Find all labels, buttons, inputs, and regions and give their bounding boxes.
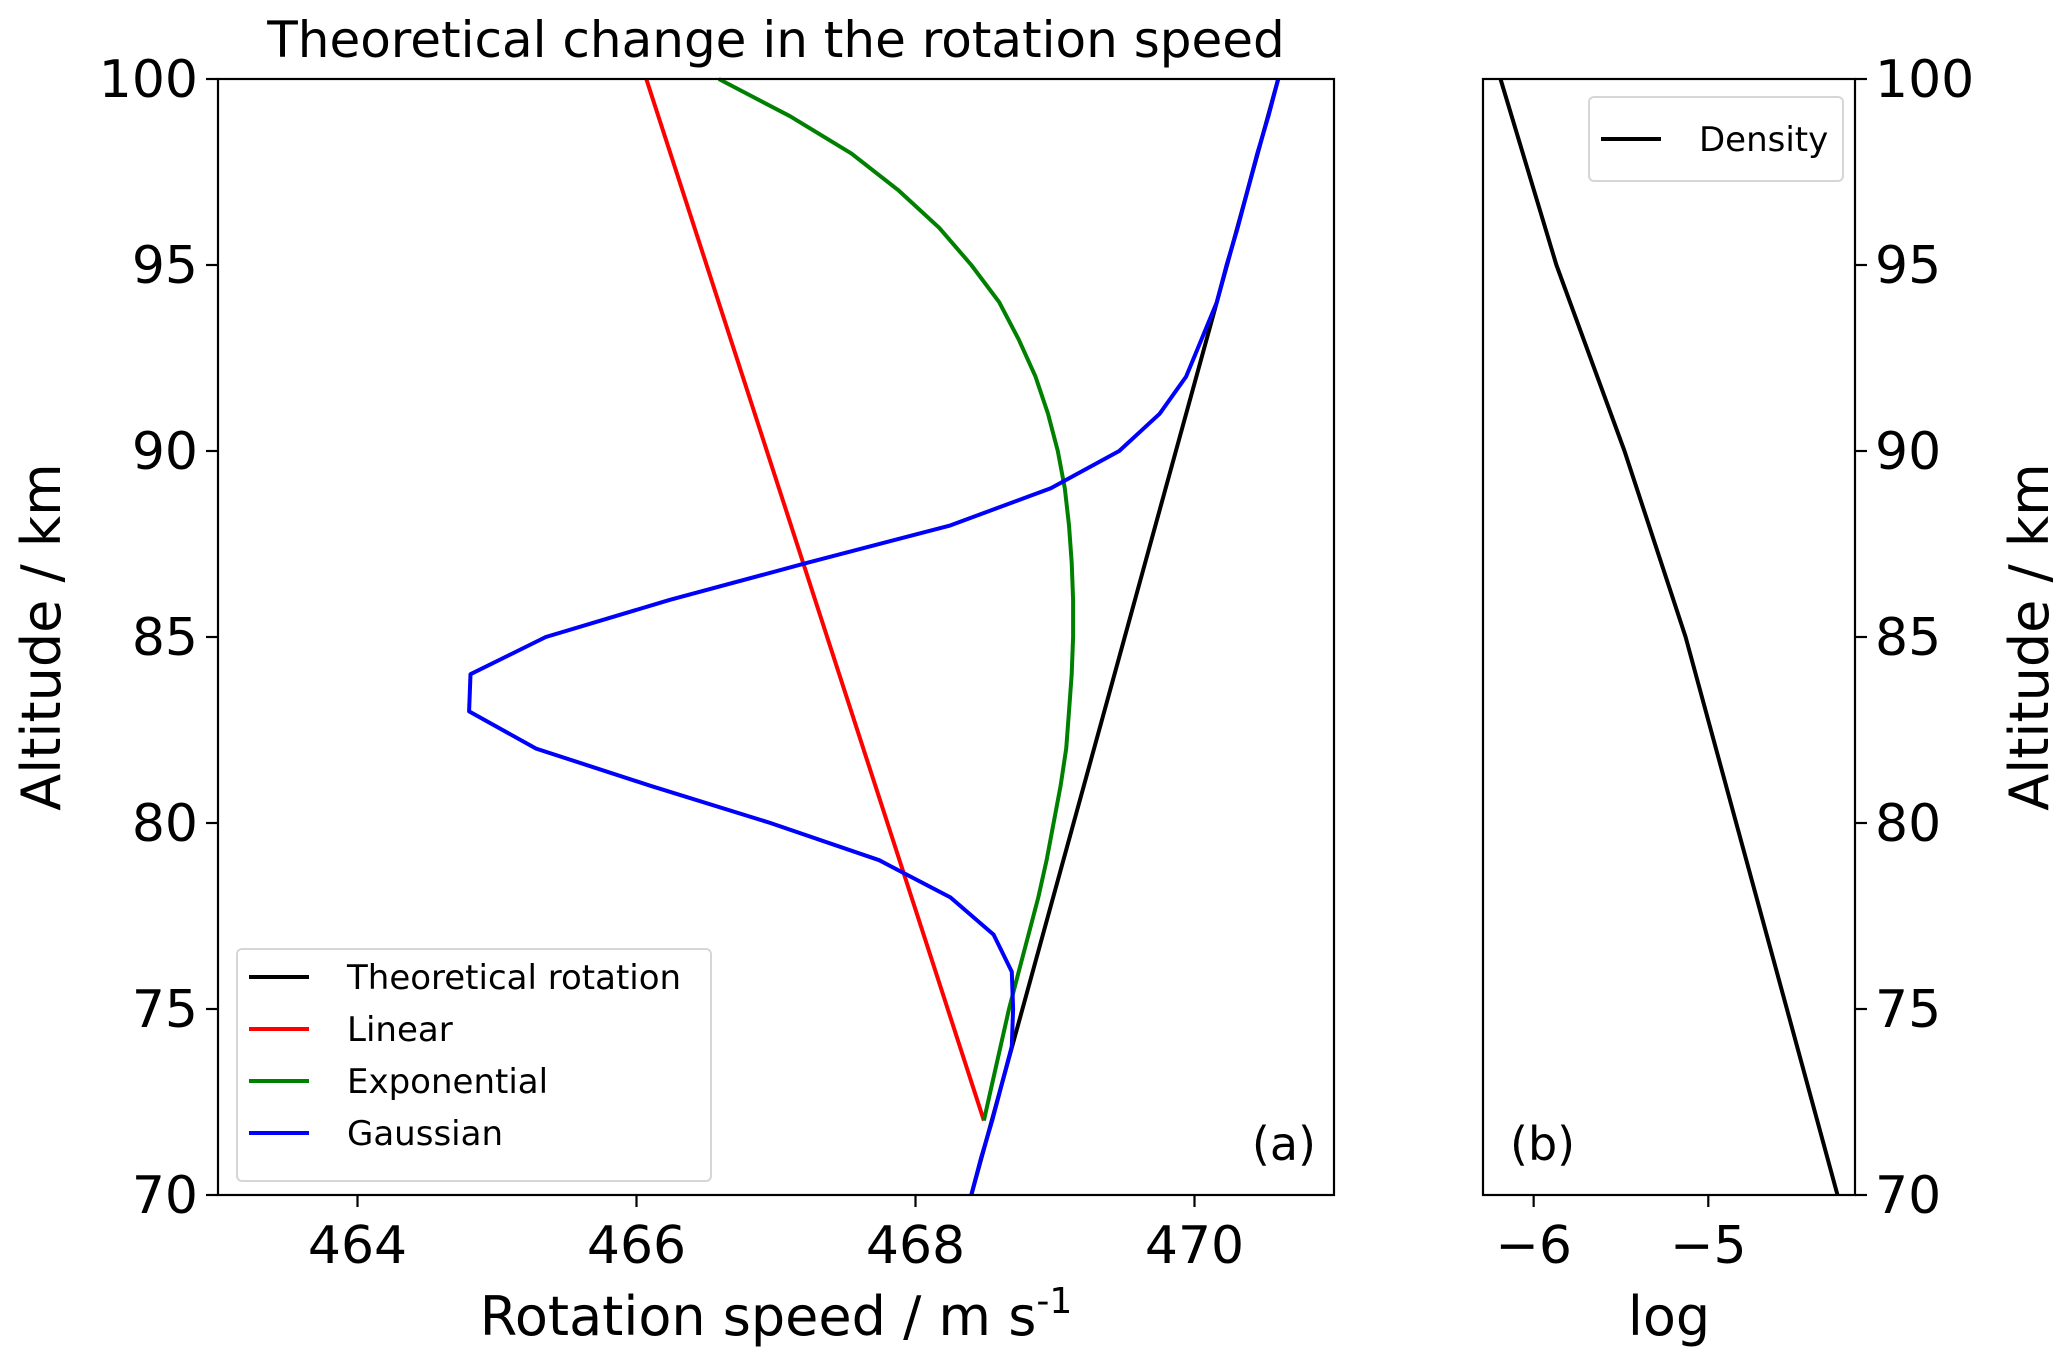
- panel-b-annotation: (b): [1510, 1117, 1575, 1171]
- legend-label: Gaussian: [347, 1114, 503, 1154]
- panel-b-series: [1498, 78, 1840, 1196]
- legend-label: Density: [1699, 120, 1828, 160]
- x-tick-label: 466: [587, 1216, 686, 1276]
- series-line-density: [1498, 78, 1840, 1196]
- panel-a: Theoretical change in the rotation speed…: [10, 11, 1336, 1348]
- y-tick-label: 80: [132, 794, 198, 854]
- legend-label: Exponential: [347, 1062, 548, 1102]
- y-tick-label: 90: [132, 422, 198, 482]
- y-tick-label: 85: [132, 608, 198, 668]
- y-tick-label: 95: [1875, 236, 1941, 296]
- series-line-linear: [644, 78, 986, 1122]
- y-axis-label-b: Altitude / km: [1998, 463, 2061, 810]
- x-tick-label: −6: [1495, 1216, 1572, 1276]
- x-tick-label: 470: [1145, 1216, 1244, 1276]
- y-tick-label: 100: [99, 50, 198, 110]
- panel-a-x-ticks: 464 466 468 470: [308, 1195, 1244, 1276]
- y-tick-label: 75: [132, 980, 198, 1040]
- x-tick-label: 468: [866, 1216, 965, 1276]
- legend-box: [1588, 96, 1844, 182]
- legend-a: Theoretical rotation Linear Exponential Gau…: [236, 948, 712, 1182]
- legend-b: Density: [1588, 96, 1844, 182]
- x-axis-label-b: log: [1628, 1285, 1710, 1348]
- y-tick-label: 95: [132, 236, 198, 296]
- panel-a-series: [467, 77, 1281, 1196]
- panel-b-frame: [1481, 77, 1857, 1197]
- panel-b-x-ticks: −6 −5: [1495, 1195, 1747, 1276]
- y-tick-label: 90: [1875, 422, 1941, 482]
- x-axis-label-a: Rotation speed / m s-1: [480, 1281, 1072, 1348]
- series-line-gaussian: [467, 78, 1281, 1196]
- legend-label: Theoretical rotation: [346, 958, 681, 998]
- x-axis-label-text: Rotation speed / m s: [480, 1285, 1037, 1348]
- panel-a-y-ticks: 70 75 80 85 90 95 100: [99, 50, 218, 1226]
- y-tick-label: 75: [1875, 980, 1941, 1040]
- y-tick-label: 80: [1875, 794, 1941, 854]
- y-tick-label: 85: [1875, 608, 1941, 668]
- panel-a-annotation: (a): [1252, 1117, 1316, 1171]
- legend-box: [236, 948, 712, 1182]
- y-tick-label: 100: [1875, 50, 1974, 110]
- x-tick-label: 464: [308, 1216, 407, 1276]
- series-line-exponential: [717, 77, 1076, 1122]
- panel-b: −6 −5 70 75 80 85 90 95 100 log Altitude / km (…: [1481, 50, 2061, 1348]
- legend-label: Linear: [347, 1010, 453, 1050]
- chart-title: Theoretical change in the rotation speed: [266, 11, 1285, 69]
- y-tick-label: 70: [132, 1166, 198, 1226]
- x-axis-label-superscript: -1: [1036, 1281, 1072, 1322]
- y-tick-label: 70: [1875, 1166, 1941, 1226]
- x-tick-label: −5: [1670, 1216, 1747, 1276]
- panel-b-y-ticks: 70 75 80 85 90 95 100: [1855, 50, 1974, 1226]
- y-axis-label-a: Altitude / km: [10, 463, 73, 810]
